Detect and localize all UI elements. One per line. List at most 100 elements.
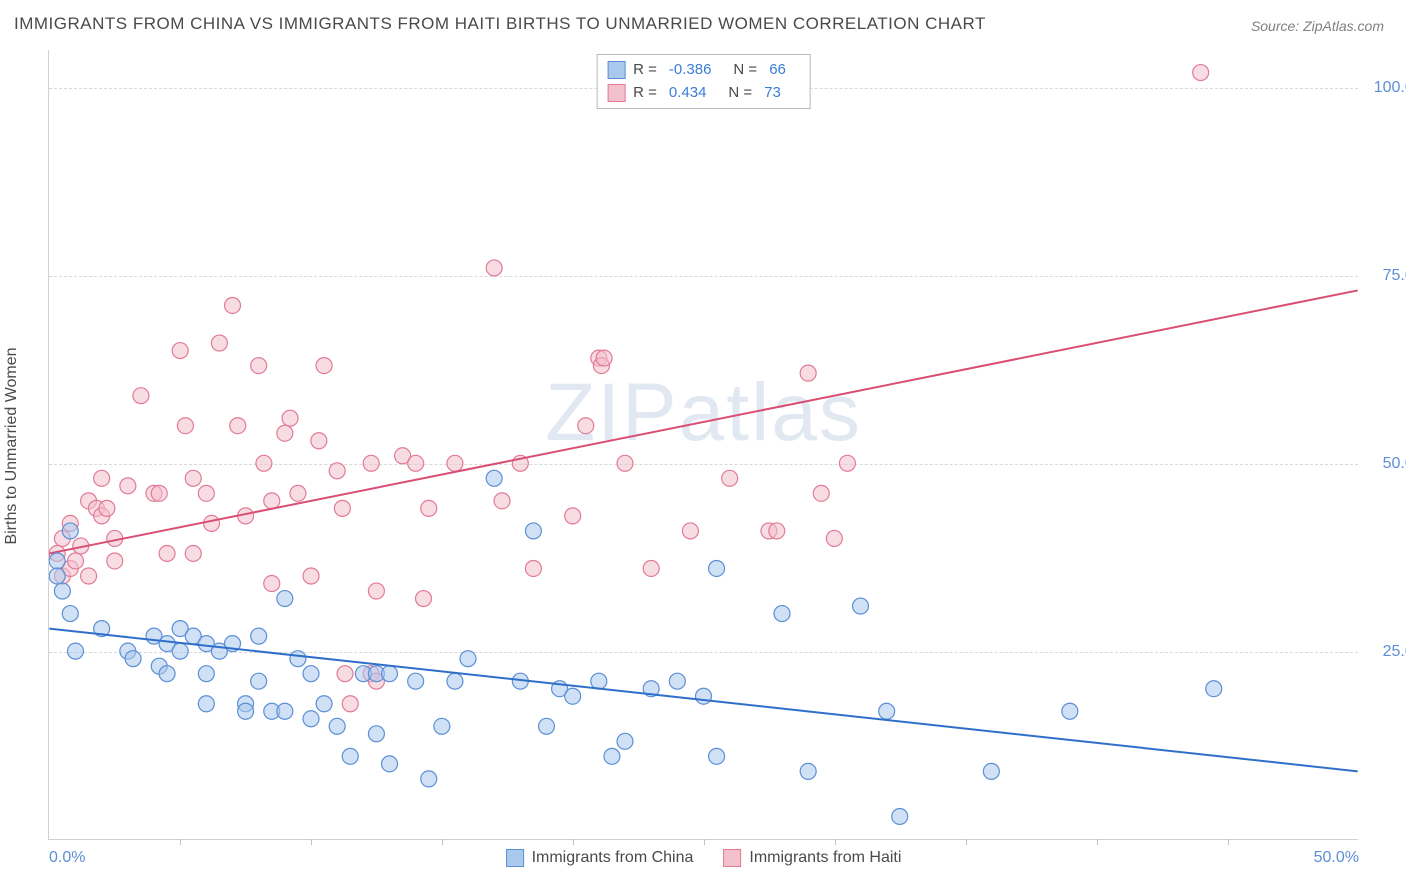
data-point bbox=[342, 748, 358, 764]
legend-item-china: Immigrants from China bbox=[506, 849, 694, 867]
data-point bbox=[125, 651, 141, 667]
r-label: R = bbox=[633, 59, 657, 82]
data-point bbox=[303, 666, 319, 682]
data-point bbox=[198, 666, 214, 682]
data-point bbox=[1206, 681, 1222, 697]
data-point bbox=[49, 553, 65, 569]
data-point bbox=[107, 553, 123, 569]
data-point bbox=[251, 628, 267, 644]
y-tick-label: 75.0% bbox=[1368, 267, 1406, 285]
legend-label-china: Immigrants from China bbox=[532, 849, 694, 867]
x-tick-label: 50.0% bbox=[1314, 849, 1359, 867]
data-point bbox=[617, 733, 633, 749]
data-point bbox=[368, 726, 384, 742]
data-point bbox=[769, 523, 785, 539]
data-point bbox=[185, 545, 201, 561]
data-point bbox=[264, 576, 280, 592]
data-point bbox=[49, 568, 65, 584]
data-point bbox=[709, 560, 725, 576]
y-tick-label: 25.0% bbox=[1368, 643, 1406, 661]
data-point bbox=[159, 666, 175, 682]
data-point bbox=[177, 418, 193, 434]
data-point bbox=[211, 335, 227, 351]
data-point bbox=[591, 673, 607, 689]
n-value-haiti: 73 bbox=[764, 82, 781, 105]
data-point bbox=[525, 560, 541, 576]
data-point bbox=[408, 673, 424, 689]
r-label: R = bbox=[633, 82, 657, 105]
data-point bbox=[494, 493, 510, 509]
data-point bbox=[342, 696, 358, 712]
data-point bbox=[382, 666, 398, 682]
data-point bbox=[682, 523, 698, 539]
data-point bbox=[225, 297, 241, 313]
data-point bbox=[722, 470, 738, 486]
data-point bbox=[709, 748, 725, 764]
data-point bbox=[421, 500, 437, 516]
data-point bbox=[282, 410, 298, 426]
data-point bbox=[434, 718, 450, 734]
data-point bbox=[892, 808, 908, 824]
data-point bbox=[604, 748, 620, 764]
legend-series: Immigrants from China Immigrants from Ha… bbox=[506, 849, 902, 867]
scatter-svg bbox=[49, 50, 1358, 839]
data-point bbox=[151, 485, 167, 501]
data-point bbox=[382, 756, 398, 772]
x-tick-label: 0.0% bbox=[49, 849, 85, 867]
x-tick-mark bbox=[966, 839, 967, 845]
x-tick-mark bbox=[442, 839, 443, 845]
data-point bbox=[525, 523, 541, 539]
x-tick-mark bbox=[311, 839, 312, 845]
data-point bbox=[172, 643, 188, 659]
n-label: N = bbox=[728, 82, 752, 105]
x-tick-mark bbox=[835, 839, 836, 845]
data-point bbox=[303, 568, 319, 584]
data-point bbox=[486, 470, 502, 486]
data-point bbox=[290, 651, 306, 667]
legend-row-china: R = -0.386 N = 66 bbox=[607, 59, 800, 82]
data-point bbox=[204, 515, 220, 531]
n-label: N = bbox=[733, 59, 757, 82]
data-point bbox=[198, 485, 214, 501]
data-point bbox=[643, 560, 659, 576]
data-point bbox=[408, 455, 424, 471]
plot-area: ZIPatlas R = -0.386 N = 66 R = 0.434 N =… bbox=[48, 50, 1358, 840]
data-point bbox=[813, 485, 829, 501]
data-point bbox=[94, 470, 110, 486]
data-point bbox=[879, 703, 895, 719]
data-point bbox=[238, 703, 254, 719]
data-point bbox=[800, 365, 816, 381]
data-point bbox=[565, 688, 581, 704]
data-point bbox=[774, 606, 790, 622]
data-point bbox=[1062, 703, 1078, 719]
data-point bbox=[578, 418, 594, 434]
data-point bbox=[839, 455, 855, 471]
data-point bbox=[264, 493, 280, 509]
legend-item-haiti: Immigrants from Haiti bbox=[723, 849, 901, 867]
data-point bbox=[172, 343, 188, 359]
data-point bbox=[447, 455, 463, 471]
data-point bbox=[1193, 65, 1209, 81]
x-tick-mark bbox=[180, 839, 181, 845]
data-point bbox=[251, 358, 267, 374]
data-point bbox=[329, 463, 345, 479]
data-point bbox=[800, 763, 816, 779]
x-tick-mark bbox=[1228, 839, 1229, 845]
data-point bbox=[230, 418, 246, 434]
chart-title: IMMIGRANTS FROM CHINA VS IMMIGRANTS FROM… bbox=[14, 14, 986, 34]
data-point bbox=[277, 425, 293, 441]
data-point bbox=[62, 606, 78, 622]
data-point bbox=[853, 598, 869, 614]
r-value-haiti: 0.434 bbox=[669, 82, 707, 105]
data-point bbox=[316, 358, 332, 374]
data-point bbox=[565, 508, 581, 524]
data-point bbox=[185, 470, 201, 486]
legend-label-haiti: Immigrants from Haiti bbox=[749, 849, 901, 867]
data-point bbox=[596, 350, 612, 366]
data-point bbox=[99, 500, 115, 516]
legend-row-haiti: R = 0.434 N = 73 bbox=[607, 82, 800, 105]
data-point bbox=[251, 673, 267, 689]
data-point bbox=[311, 433, 327, 449]
data-point bbox=[460, 651, 476, 667]
data-point bbox=[696, 688, 712, 704]
